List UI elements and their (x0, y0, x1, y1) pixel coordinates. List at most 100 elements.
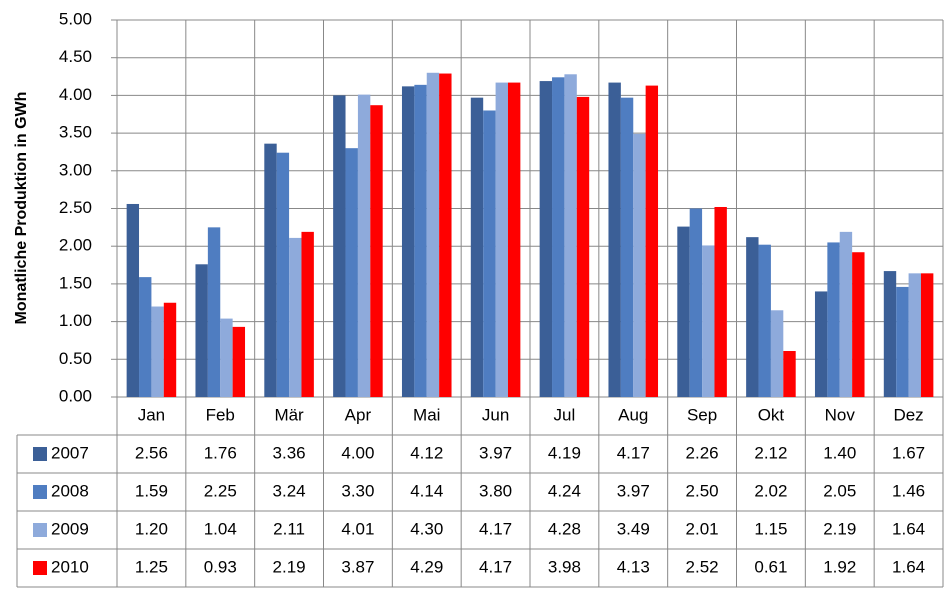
bar (414, 84, 427, 398)
x-tick-label: Mai (413, 405, 440, 424)
bar (357, 94, 371, 398)
table-cell: 4.13 (617, 557, 650, 576)
table-cell: 3.30 (341, 481, 374, 500)
legend-marker (33, 485, 47, 499)
bar (264, 143, 277, 397)
table-cell: 3.97 (617, 481, 650, 500)
bar (345, 148, 358, 397)
y-tick-label: 1.50 (59, 273, 92, 292)
table-cell: 2.25 (204, 481, 237, 500)
table-cell: 2.12 (754, 443, 787, 462)
y-tick-label: 4.50 (59, 47, 92, 66)
x-tick-label: Nov (825, 405, 856, 424)
bar (814, 291, 828, 397)
x-tick-label: Jan (138, 405, 165, 424)
x-tick-label: Jul (554, 405, 576, 424)
bar (633, 133, 646, 397)
bar (677, 226, 690, 397)
table-cell: 0.61 (754, 557, 787, 576)
legend-label: 2007 (51, 443, 89, 462)
table-cell: 2.05 (823, 481, 856, 500)
y-tick-label: 4.00 (59, 85, 92, 104)
table-cell: 2.52 (686, 557, 719, 576)
bar (620, 97, 634, 398)
bar (276, 152, 290, 397)
table-cell: 4.30 (410, 519, 443, 538)
bar (552, 77, 565, 397)
x-tick-label: Feb (206, 405, 235, 424)
table-cell: 1.64 (892, 519, 925, 538)
table-cell: 4.19 (548, 443, 581, 462)
x-tick-label: Sep (687, 405, 717, 424)
legend-label: 2008 (51, 481, 89, 500)
table-cell: 1.04 (204, 519, 237, 538)
table-cell: 3.36 (273, 443, 306, 462)
bar (220, 318, 233, 397)
bar (163, 302, 177, 397)
legend-marker (33, 447, 47, 461)
bar (470, 97, 484, 398)
bar (746, 237, 759, 397)
table-cell: 4.29 (410, 557, 443, 576)
y-axis-title: Monatliche Produktion in GWh (13, 92, 30, 325)
bar (207, 227, 221, 397)
table-cell: 3.49 (617, 519, 650, 538)
table-cell: 2.26 (686, 443, 719, 462)
table-cell: 4.17 (479, 557, 512, 576)
bar (495, 82, 508, 397)
x-tick-label: Dez (893, 405, 923, 424)
legend-label: 2010 (51, 557, 89, 576)
bar (770, 310, 784, 397)
legend-marker (33, 523, 47, 537)
table-cell: 1.20 (135, 519, 168, 538)
legend-marker (33, 561, 47, 575)
bar (827, 242, 840, 397)
bar (608, 82, 621, 397)
table-cell: 3.24 (273, 481, 306, 500)
table-cell: 2.11 (273, 519, 305, 538)
x-tick-label: Okt (758, 405, 785, 424)
y-tick-label: 1.00 (59, 311, 92, 330)
bar (645, 85, 659, 398)
bar (908, 273, 921, 397)
bar (920, 273, 934, 397)
bar (426, 72, 440, 397)
y-tick-label: 0.50 (59, 349, 92, 368)
y-tick-label: 2.00 (59, 236, 92, 255)
x-tick-label: Apr (345, 405, 372, 424)
table-cell: 3.97 (479, 443, 512, 462)
table-cell: 2.56 (135, 443, 168, 462)
table-cell: 3.98 (548, 557, 581, 576)
table-cell: 4.01 (341, 519, 374, 538)
bar (126, 203, 140, 397)
bar (289, 237, 302, 397)
table-cell: 4.00 (341, 443, 374, 462)
bar (896, 286, 909, 397)
bar (564, 74, 577, 398)
table-cell: 2.19 (823, 519, 856, 538)
table-cell: 4.24 (548, 481, 581, 500)
table-cell: 1.59 (135, 481, 168, 500)
legend-label: 2009 (51, 519, 89, 538)
y-tick-label: 2.50 (59, 198, 92, 217)
table-cell: 1.46 (892, 481, 925, 500)
bar (151, 306, 164, 397)
table-cell: 1.40 (823, 443, 856, 462)
bar (714, 206, 727, 397)
table-cell: 3.80 (479, 481, 512, 500)
table-cell: 4.17 (479, 519, 512, 538)
table-cell: 1.25 (135, 557, 168, 576)
bar (576, 96, 590, 398)
y-tick-label: 5.00 (59, 9, 92, 28)
bar (883, 271, 897, 397)
y-tick-label: 0.00 (59, 386, 92, 405)
bar (483, 110, 496, 397)
bar (702, 245, 715, 397)
bar (758, 244, 771, 397)
bar (852, 252, 865, 397)
bar (139, 277, 152, 397)
x-tick-label: Mär (274, 405, 304, 424)
table-cell: 2.19 (273, 557, 306, 576)
bar (370, 105, 383, 398)
